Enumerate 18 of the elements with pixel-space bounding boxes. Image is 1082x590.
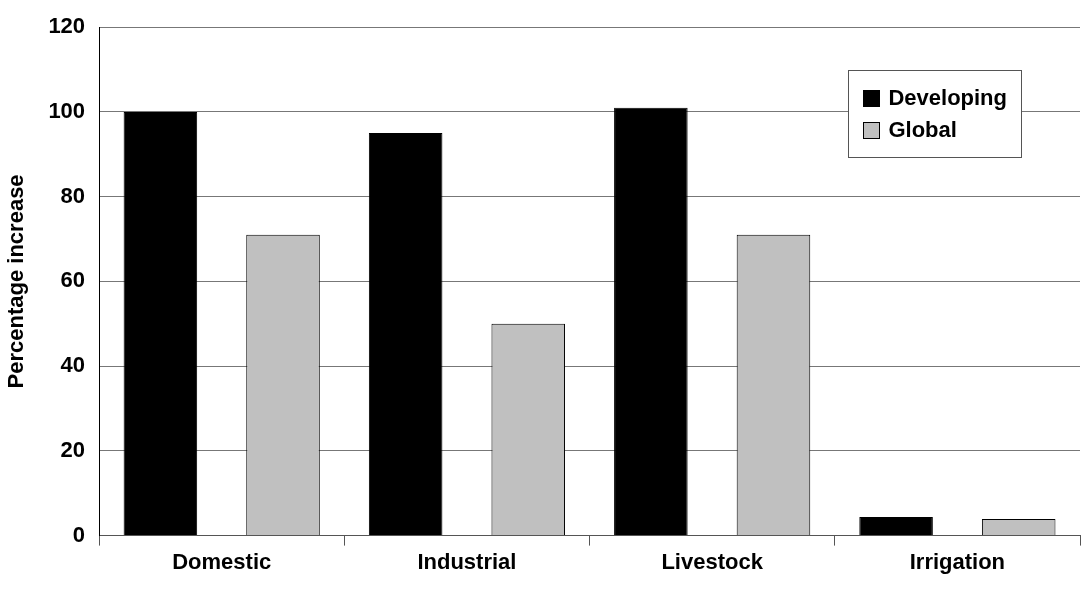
y-axis-title: Percentage increase [3,174,29,389]
x-tick-label: Industrial [417,548,517,574]
bar [368,133,443,536]
x-tick-label: Livestock [661,548,764,574]
y-tick-label: 20 [60,436,86,462]
legend-label: Global [888,117,957,143]
y-tick-label: 40 [60,352,86,378]
y-tick-label: 120 [48,13,86,39]
y-tick-label: 80 [60,182,86,208]
legend-label: Developing [888,85,1007,111]
x-tick-label: Irrigation [909,548,1006,574]
y-tick-label: 100 [48,98,86,123]
y-tick-label: 60 [60,267,86,293]
x-tick-label: Domestic [172,548,272,574]
bar [123,111,198,536]
bar [614,107,688,536]
bar [859,516,933,536]
y-tick-label: 0 [72,521,86,547]
